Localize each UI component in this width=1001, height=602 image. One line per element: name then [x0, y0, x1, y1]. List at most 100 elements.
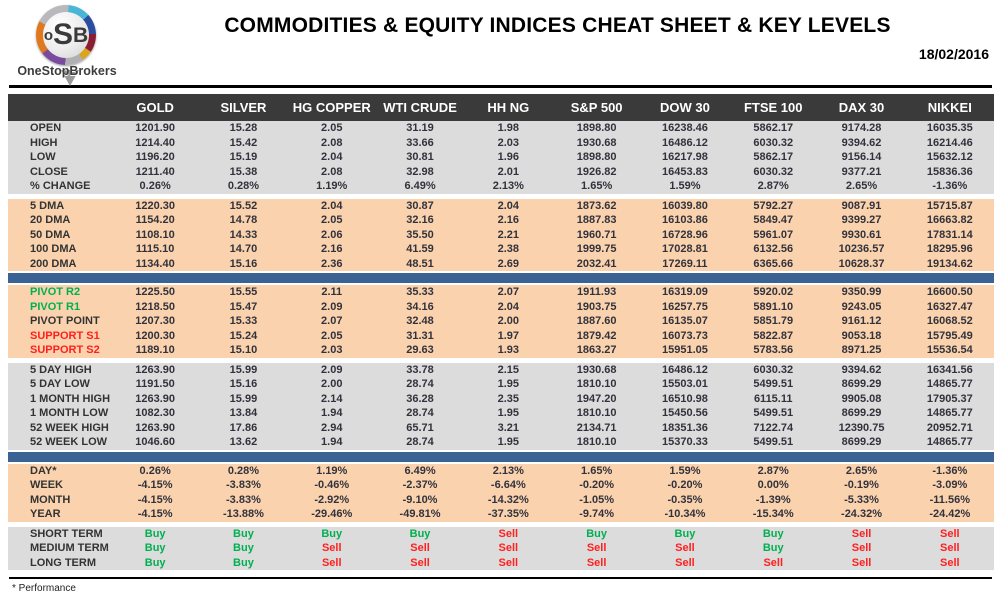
- value-cell: 1082.30: [135, 407, 176, 420]
- value-cell: -10.34%: [664, 508, 706, 521]
- row-label: 50 DMA: [30, 228, 71, 241]
- value-cell: -2.37%: [402, 479, 438, 492]
- value-cell: -0.20%: [579, 479, 615, 492]
- value-cell: 9161.12: [841, 315, 882, 328]
- value-cell: 2.15: [497, 363, 520, 376]
- value-cell: Buy: [144, 542, 166, 555]
- value-cell: 9174.28: [841, 122, 882, 135]
- value-cell: -4.15%: [137, 508, 173, 521]
- value-cell: 7122.74: [753, 421, 794, 434]
- value-cell: 2.13%: [492, 180, 524, 193]
- value-cell: 5849.47: [753, 214, 794, 227]
- value-cell: 9930.61: [841, 228, 882, 241]
- value-cell: 9087.91: [841, 199, 882, 212]
- value-cell: 16319.09: [661, 286, 708, 299]
- value-cell: -1.05%: [579, 493, 615, 506]
- row-label: HIGH: [30, 136, 58, 149]
- value-cell: 2.69: [497, 257, 520, 270]
- value-cell: Buy: [144, 556, 166, 569]
- value-cell: 2.13%: [492, 464, 524, 477]
- value-cell: -0.20%: [667, 479, 703, 492]
- value-cell: 2.05: [321, 122, 343, 135]
- value-cell: 15.38: [229, 165, 258, 178]
- value-cell: 15795.49: [926, 329, 973, 342]
- value-cell: 16728.96: [661, 228, 708, 241]
- value-cell: 16103.86: [661, 214, 708, 227]
- value-cell: 1154.20: [135, 214, 175, 227]
- value-cell: 1887.83: [576, 214, 617, 227]
- value-cell: 16453.83: [661, 165, 708, 178]
- value-cell: 15503.01: [661, 378, 708, 391]
- value-cell: 15.42: [229, 136, 258, 149]
- value-cell: 33.66: [406, 136, 434, 149]
- value-cell: 1263.90: [135, 392, 176, 405]
- column-header: FTSE 100: [743, 100, 803, 115]
- value-cell: 15.19: [229, 151, 258, 164]
- value-cell: 6115.11: [753, 392, 793, 405]
- value-cell: 1207.30: [135, 315, 176, 328]
- row-label: 52 WEEK HIGH: [30, 421, 109, 434]
- value-cell: 2.16: [321, 243, 343, 256]
- value-cell: 16510.98: [661, 392, 708, 405]
- value-cell: Sell: [851, 542, 872, 555]
- value-cell: 1189.10: [135, 344, 175, 357]
- value-cell: Sell: [321, 542, 342, 555]
- footnote-rule: [9, 577, 992, 579]
- value-cell: 14.78: [229, 214, 258, 227]
- row-label: PIVOT R1: [30, 300, 81, 313]
- value-cell: 9905.08: [841, 392, 882, 405]
- value-cell: -1.36%: [932, 464, 968, 477]
- value-cell: Sell: [940, 542, 960, 555]
- value-cell: 1930.68: [576, 363, 617, 376]
- row-label: 5 DAY HIGH: [30, 363, 92, 376]
- value-cell: 15951.05: [661, 344, 708, 357]
- value-cell: 12390.75: [838, 421, 885, 434]
- value-cell: Sell: [498, 542, 519, 555]
- value-cell: 2.03: [321, 344, 343, 357]
- value-cell: 16035.35: [926, 122, 973, 135]
- brand-name: OneStopBrokers: [17, 64, 117, 78]
- value-cell: 8971.25: [841, 344, 882, 357]
- value-cell: 1.65%: [581, 464, 613, 477]
- value-cell: 2.94: [321, 421, 343, 434]
- value-cell: 1911.93: [577, 286, 617, 299]
- value-cell: Sell: [851, 556, 872, 569]
- table-row: SUPPORT S1 1200.30 15.24 2.05 31.31 1.97 1879.…: [8, 328, 994, 343]
- value-cell: -24.32%: [841, 508, 883, 521]
- value-cell: -3.09%: [932, 479, 968, 492]
- value-cell: 65.71: [406, 421, 434, 434]
- value-cell: 2.65%: [845, 464, 878, 477]
- value-cell: 2.00: [321, 378, 343, 391]
- value-cell: 30.87: [406, 199, 434, 212]
- value-cell: 1926.82: [576, 165, 617, 178]
- value-cell: 1263.90: [135, 363, 176, 376]
- value-cell: -0.35%: [667, 493, 703, 506]
- value-cell: 2.08: [321, 136, 343, 149]
- value-cell: 1263.90: [135, 421, 176, 434]
- value-cell: 15.99: [229, 392, 258, 405]
- value-cell: Buy: [762, 527, 784, 540]
- value-cell: 16257.75: [661, 300, 708, 313]
- value-cell: 17028.81: [661, 243, 708, 256]
- value-cell: Sell: [498, 556, 519, 569]
- table-row: DAY* 0.26% 0.28% 1.19% 6.49% 2.13% 1.65% 1.59% 2…: [8, 463, 994, 478]
- value-cell: -2.92%: [314, 493, 350, 506]
- value-cell: 1211.40: [135, 165, 175, 178]
- value-cell: 0.26%: [139, 180, 171, 193]
- value-cell: 1046.60: [135, 436, 176, 449]
- value-cell: 1.98: [497, 122, 520, 135]
- value-cell: 15.24: [229, 329, 258, 342]
- row-label: 5 DAY LOW: [30, 378, 90, 391]
- value-cell: 16217.98: [661, 151, 708, 164]
- value-cell: 15.52: [229, 199, 258, 212]
- value-cell: 17831.14: [926, 228, 973, 241]
- value-cell: Sell: [410, 556, 430, 569]
- column-header: NIKKEI: [927, 100, 972, 115]
- value-cell: Sell: [940, 556, 960, 569]
- value-cell: 29.63: [406, 344, 434, 357]
- value-cell: 1903.75: [576, 300, 617, 313]
- value-cell: 5499.51: [753, 436, 794, 449]
- value-cell: 9394.62: [841, 363, 882, 376]
- value-cell: 9394.62: [841, 136, 882, 149]
